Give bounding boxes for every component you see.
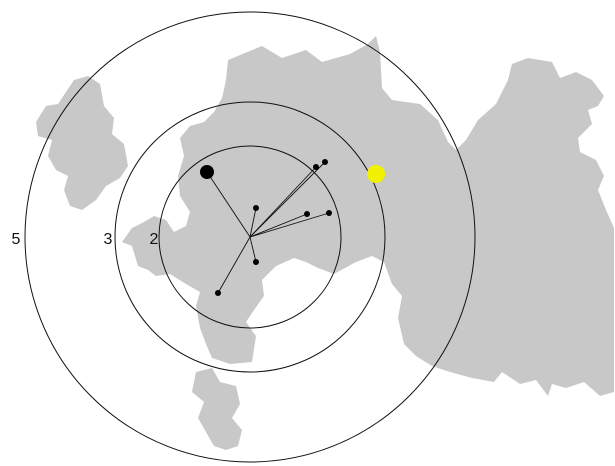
connection-line [249,236,257,263]
ring-label-2: 2 [150,231,159,248]
highlight-point [367,165,385,183]
data-point [304,211,310,217]
connection-line [249,212,330,238]
data-point [253,259,259,265]
data-point [215,290,221,296]
connection-line [249,166,317,238]
data-point [326,210,332,216]
connection-lines [206,161,330,294]
ring-label-3: 3 [104,231,113,248]
connection-line [249,213,308,238]
land-island-northeast [576,90,590,104]
large-data-point [200,165,214,179]
connection-line [217,236,251,294]
land-region-west [36,76,128,210]
land-region-main [122,36,614,396]
distance-ring-5 [24,11,476,463]
data-point [253,205,259,211]
connection-line [249,207,257,238]
distance-rings [24,11,476,463]
distance-ring-3 [114,101,386,373]
data-points [200,159,385,296]
land-regions [36,36,614,450]
ring-labels: 2 3 5 [12,231,159,248]
ring-label-5: 5 [12,231,21,248]
distance-ring-2 [158,145,342,329]
land-region-south [192,368,242,450]
data-point [322,159,328,165]
connection-line [206,171,251,238]
data-point [313,164,319,170]
connection-line [249,161,326,238]
